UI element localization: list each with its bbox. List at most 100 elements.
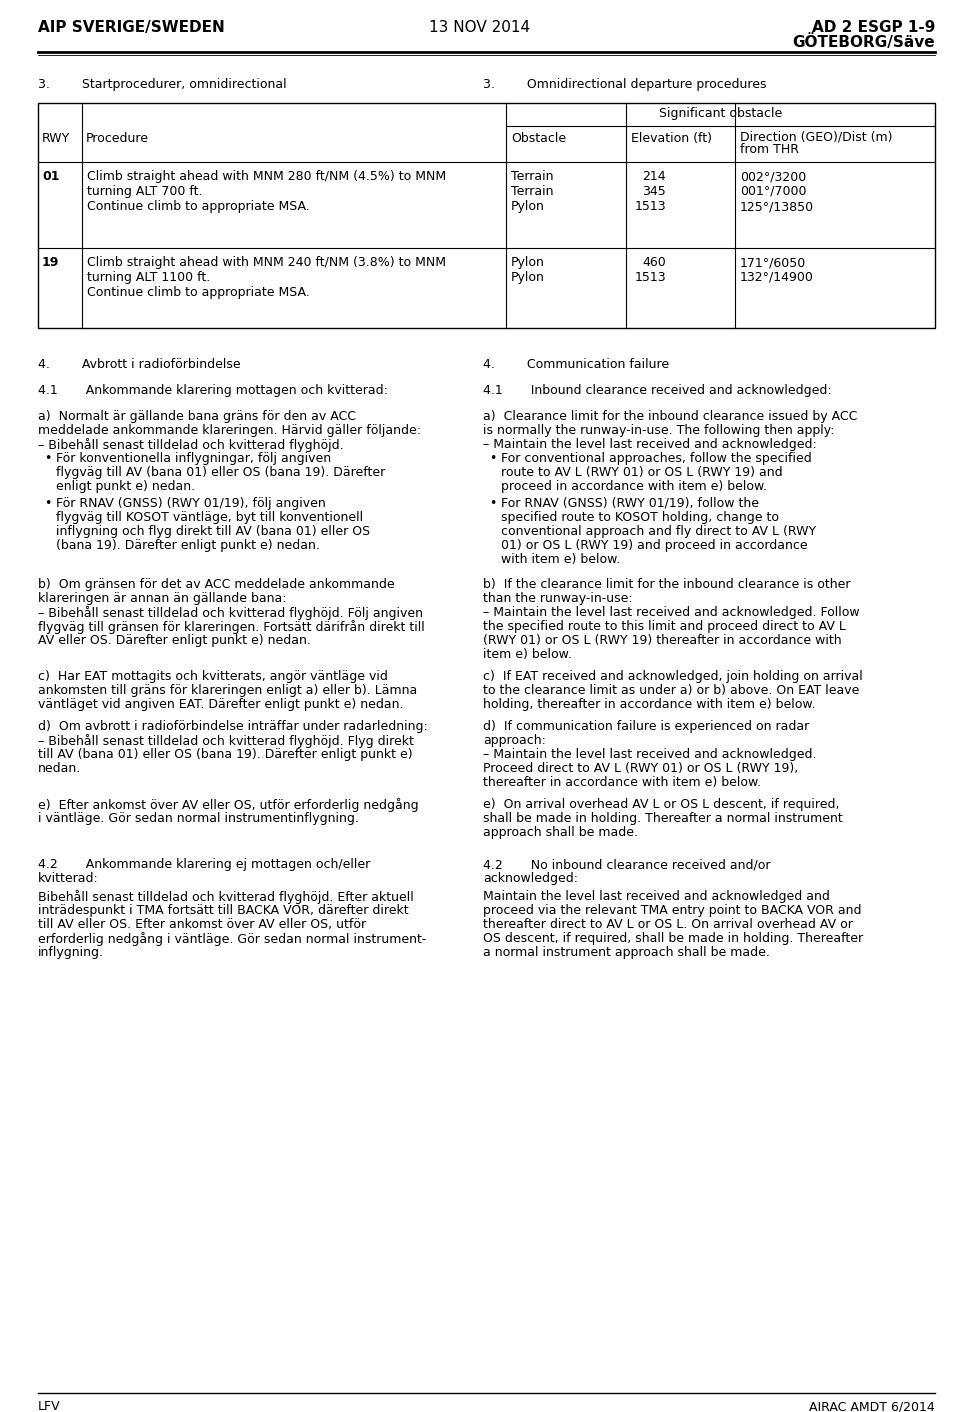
Text: För RNAV (GNSS) (RWY 01/19), följ angiven: För RNAV (GNSS) (RWY 01/19), följ angive… [56,497,325,510]
Text: Pylon: Pylon [511,271,545,284]
Text: thereafter direct to AV L or OS L. On arrival overhead AV or: thereafter direct to AV L or OS L. On ar… [483,918,852,931]
Text: inflygning och flyg direkt till AV (bana 01) eller OS: inflygning och flyg direkt till AV (bana… [56,525,371,538]
Text: Terrain: Terrain [511,185,554,198]
Text: AV eller OS. Därefter enligt punkt e) nedan.: AV eller OS. Därefter enligt punkt e) ne… [38,634,311,647]
Text: a normal instrument approach shall be made.: a normal instrument approach shall be ma… [483,946,770,959]
Text: OS descent, if required, shall be made in holding. Thereafter: OS descent, if required, shall be made i… [483,932,863,945]
Text: GÖTEBORG/Säve: GÖTEBORG/Säve [792,34,935,49]
Bar [38,103,935,328]
Text: – Maintain the level last received and acknowledged.: – Maintain the level last received and a… [483,748,817,761]
Text: Climb straight ahead with MNM 240 ft/NM (3.8%) to MNM: Climb straight ahead with MNM 240 ft/NM … [87,256,446,270]
Text: For RNAV (GNSS) (RWY 01/19), follow the: For RNAV (GNSS) (RWY 01/19), follow the [501,497,759,510]
Text: proceed via the relevant TMA entry point to BACKA VOR and: proceed via the relevant TMA entry point… [483,904,861,916]
Text: acknowledged:: acknowledged: [483,873,578,885]
Text: kvitterad:: kvitterad: [38,873,99,885]
Text: c)  If EAT received and acknowledged, join holding on arrival: c) If EAT received and acknowledged, joi… [483,671,863,683]
Text: route to AV L (RWY 01) or OS L (RWY 19) and: route to AV L (RWY 01) or OS L (RWY 19) … [501,466,782,479]
Text: Pylon: Pylon [511,256,545,270]
Text: with item e) below.: with item e) below. [501,554,620,566]
Text: than the runway-in-use:: than the runway-in-use: [483,592,633,604]
Text: is normally the runway-in-use. The following then apply:: is normally the runway-in-use. The follo… [483,424,834,436]
Text: For conventional approaches, follow the specified: For conventional approaches, follow the … [501,452,812,465]
Text: 1513: 1513 [635,271,666,284]
Text: approach:: approach: [483,734,546,747]
Text: a)  Normalt är gällande bana gräns för den av ACC: a) Normalt är gällande bana gräns för de… [38,409,356,424]
Text: to the clearance limit as under a) or b) above. On EAT leave: to the clearance limit as under a) or b)… [483,683,859,698]
Text: flygväg till KOSOT väntläge, byt till konventionell: flygväg till KOSOT väntläge, byt till ko… [56,511,363,524]
Text: RWY: RWY [42,131,70,145]
Text: 125°/13850: 125°/13850 [740,201,814,213]
Text: thereafter in accordance with item e) below.: thereafter in accordance with item e) be… [483,777,761,789]
Text: För konventionella inflygningar, följ angiven: För konventionella inflygningar, följ an… [56,452,331,465]
Text: – Bibehåll senast tilldelad och kvitterad flyghöjd. Följ angiven: – Bibehåll senast tilldelad och kvittera… [38,606,423,620]
Text: (bana 19). Därefter enligt punkt e) nedan.: (bana 19). Därefter enligt punkt e) neda… [56,539,320,552]
Text: •: • [489,497,496,510]
Text: Continue climb to appropriate MSA.: Continue climb to appropriate MSA. [87,287,310,299]
Text: till AV (bana 01) eller OS (bana 19). Därefter enligt punkt e): till AV (bana 01) eller OS (bana 19). Dä… [38,748,413,761]
Text: specified route to KOSOT holding, change to: specified route to KOSOT holding, change… [501,511,779,524]
Text: ankomsten till gräns för klareringen enligt a) eller b). Lämna: ankomsten till gräns för klareringen enl… [38,683,418,698]
Text: the specified route to this limit and proceed direct to AV L: the specified route to this limit and pr… [483,620,846,633]
Text: Obstacle: Obstacle [511,131,566,145]
Text: item e) below.: item e) below. [483,648,572,661]
Text: turning ALT 1100 ft.: turning ALT 1100 ft. [87,271,210,284]
Text: •: • [489,452,496,465]
Text: b)  If the clearance limit for the inbound clearance is other: b) If the clearance limit for the inboun… [483,578,851,592]
Text: shall be made in holding. Thereafter a normal instrument: shall be made in holding. Thereafter a n… [483,812,843,825]
Text: Significant obstacle: Significant obstacle [659,107,782,120]
Text: approach shall be made.: approach shall be made. [483,826,638,839]
Text: 01) or OS L (RWY 19) and proceed in accordance: 01) or OS L (RWY 19) and proceed in acco… [501,539,807,552]
Text: LFV: LFV [38,1401,60,1412]
Text: b)  Om gränsen för det av ACC meddelade ankommande: b) Om gränsen för det av ACC meddelade a… [38,578,395,592]
Text: flygväg till AV (bana 01) eller OS (bana 19). Därefter: flygväg till AV (bana 01) eller OS (bana… [56,466,385,479]
Text: 171°/6050: 171°/6050 [740,256,806,270]
Text: Maintain the level last received and acknowledged and: Maintain the level last received and ack… [483,890,829,904]
Text: 132°/14900: 132°/14900 [740,271,814,284]
Text: – Bibehåll senast tilldelad och kvitterad flyghöjd. Flyg direkt: – Bibehåll senast tilldelad och kvittera… [38,734,414,748]
Text: 345: 345 [642,185,666,198]
Text: from THR: from THR [740,143,799,155]
Text: inträdespunkt i TMA fortsätt till BACKA VOR, därefter direkt: inträdespunkt i TMA fortsätt till BACKA … [38,904,409,916]
Text: Pylon: Pylon [511,201,545,213]
Text: 4.        Avbrott i radioförbindelse: 4. Avbrott i radioförbindelse [38,359,241,371]
Text: till AV eller OS. Efter ankomst över AV eller OS, utför: till AV eller OS. Efter ankomst över AV … [38,918,366,931]
Text: AD 2 ESGP 1-9: AD 2 ESGP 1-9 [811,20,935,35]
Text: 19: 19 [42,256,60,270]
Text: 13 NOV 2014: 13 NOV 2014 [429,20,531,35]
Text: 3.        Omnidirectional departure procedures: 3. Omnidirectional departure procedures [483,78,766,90]
Text: 002°/3200: 002°/3200 [740,169,806,184]
Text: •: • [44,497,52,510]
Text: 214: 214 [642,169,666,184]
Text: turning ALT 700 ft.: turning ALT 700 ft. [87,185,203,198]
Text: nedan.: nedan. [38,762,82,775]
Text: 001°/7000: 001°/7000 [740,185,806,198]
Text: 4.        Communication failure: 4. Communication failure [483,359,669,371]
Text: – Maintain the level last received and acknowledged. Follow: – Maintain the level last received and a… [483,606,859,618]
Text: •: • [44,452,52,465]
Text: Procedure: Procedure [86,131,149,145]
Text: 4.1       Ankommande klarering mottagen och kvitterad:: 4.1 Ankommande klarering mottagen och kv… [38,384,388,397]
Text: väntläget vid angiven EAT. Därefter enligt punkt e) nedan.: väntläget vid angiven EAT. Därefter enli… [38,698,403,712]
Text: Climb straight ahead with MNM 280 ft/NM (4.5%) to MNM: Climb straight ahead with MNM 280 ft/NM … [87,169,446,184]
Text: i väntläge. Gör sedan normal instrumentinflygning.: i väntläge. Gör sedan normal instrumenti… [38,812,359,825]
Text: c)  Har EAT mottagits och kvitterats, angör väntläge vid: c) Har EAT mottagits och kvitterats, ang… [38,671,388,683]
Text: 4.2       No inbound clearance received and/or: 4.2 No inbound clearance received and/or [483,858,771,871]
Text: 1513: 1513 [635,201,666,213]
Text: AIRAC AMDT 6/2014: AIRAC AMDT 6/2014 [809,1401,935,1412]
Text: Continue climb to appropriate MSA.: Continue climb to appropriate MSA. [87,201,310,213]
Text: meddelade ankommande klareringen. Härvid gäller följande:: meddelade ankommande klareringen. Härvid… [38,424,421,436]
Text: 460: 460 [642,256,666,270]
Text: holding, thereafter in accordance with item e) below.: holding, thereafter in accordance with i… [483,698,815,712]
Text: (RWY 01) or OS L (RWY 19) thereafter in accordance with: (RWY 01) or OS L (RWY 19) thereafter in … [483,634,842,647]
Text: Bibehåll senast tilldelad och kvitterad flyghöjd. Efter aktuell: Bibehåll senast tilldelad och kvitterad … [38,890,414,904]
Text: flygväg till gränsen för klareringen. Fortsätt därifrån direkt till: flygväg till gränsen för klareringen. Fo… [38,620,424,634]
Text: conventional approach and fly direct to AV L (RWY: conventional approach and fly direct to … [501,525,816,538]
Text: – Bibehåll senast tilldelad och kvitterad flyghöjd.: – Bibehåll senast tilldelad och kvittera… [38,438,344,452]
Text: Proceed direct to AV L (RWY 01) or OS L (RWY 19),: Proceed direct to AV L (RWY 01) or OS L … [483,762,799,775]
Text: e)  Efter ankomst över AV eller OS, utför erforderlig nedgång: e) Efter ankomst över AV eller OS, utför… [38,798,419,812]
Text: Elevation (ft): Elevation (ft) [631,131,712,145]
Text: 4.1       Inbound clearance received and acknowledged:: 4.1 Inbound clearance received and ackno… [483,384,831,397]
Text: d)  Om avbrott i radioförbindelse inträffar under radarledning:: d) Om avbrott i radioförbindelse inträff… [38,720,428,733]
Text: inflygning.: inflygning. [38,946,104,959]
Text: 3.        Startprocedurer, omnidirectional: 3. Startprocedurer, omnidirectional [38,78,287,90]
